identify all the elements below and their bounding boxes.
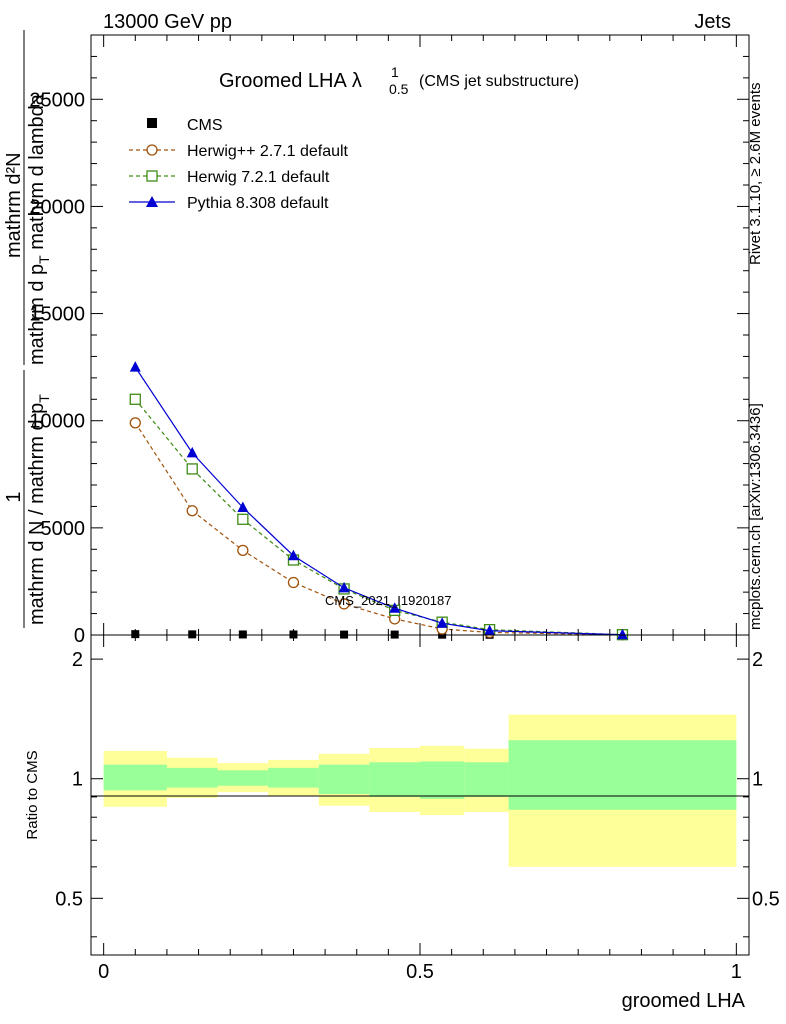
herwig7-point (237, 513, 249, 525)
pythia-point (616, 628, 628, 640)
ratio-ytick-label-left: 1 (72, 769, 83, 791)
ratio-ticks (91, 635, 749, 955)
ratio-tick-labels: 0.5 0.5 1 1 2 2 0 0.5 1 (55, 649, 780, 983)
main-ytick-labels: 0 5000 10000 15000 20000 25000 (29, 89, 85, 647)
main-ytick-label: 10000 (29, 411, 85, 433)
header-left: 13000 GeV pp (103, 11, 232, 33)
legend-marker-cms (147, 118, 157, 128)
ratio-ytick-label-right: 1 (752, 769, 763, 791)
title-subscript: 0.5 (389, 81, 409, 97)
main-ytick-label: 25000 (29, 89, 85, 111)
legend: CMS Herwig++ 2.7.1 default Herwig 7.2.1 … (129, 117, 349, 212)
ylabel-denominator: mathrm d N / mathrm d pT (26, 394, 52, 625)
ratio-inner-band (217, 770, 269, 786)
rivet-version-label: Rivet 3.1.10, ≥ 2.6M events (747, 83, 764, 266)
main-ytick-label: 15000 (29, 304, 85, 326)
title-superscript: 1 (391, 64, 399, 80)
cms-point (238, 630, 247, 639)
legend-label-pythia: Pythia 8.308 default (187, 195, 329, 212)
pythia-point (287, 549, 299, 561)
ylabel-fraction-one: 1 (3, 491, 25, 502)
ratio-inner-band (268, 767, 319, 788)
mcplots-label: mcplots.cern.ch [arXiv:1306.3436] (747, 403, 764, 630)
ratio-ytick-label-left: 0.5 (55, 888, 83, 910)
pythia-point (436, 617, 448, 628)
legend-marker-pythia (146, 196, 158, 207)
legend-label-herwig7: Herwig 7.2.1 default (187, 169, 330, 186)
xtick-label: 0.5 (406, 961, 434, 983)
ratio-inner-band (464, 762, 509, 797)
legend-label-cms: CMS (187, 117, 223, 134)
analysis-watermark: CMS_2021_I1920187 (325, 593, 452, 608)
legend-label-herwig-pp: Herwig++ 2.7.1 default (187, 143, 349, 160)
ratio-inner-band (318, 764, 370, 795)
series-line-2 (134, 398, 623, 636)
ratio-inner-band (508, 740, 737, 810)
ratio-inner-band (420, 761, 465, 799)
main-ytick-label: 20000 (29, 196, 85, 218)
xtick-label: 1 (731, 961, 742, 983)
ratio-bands (103, 714, 737, 867)
pythia-point (129, 361, 141, 372)
plot-title: Groomed LHA λ (219, 70, 362, 92)
ratio-inner-band (369, 762, 420, 797)
ylabel-denominator2: mathrm d pT mathrm d lambda (26, 93, 52, 365)
legend-marker-herwig7 (146, 170, 158, 182)
main-ytick-label: 0 (74, 625, 85, 647)
main-ytick-label: 5000 (41, 518, 86, 540)
main-ylabel: 1 mathrm d N / mathrm d pT mathrm d²N ma… (3, 30, 52, 628)
herwig-pp-point (129, 417, 141, 429)
ylabel-numerator2: mathrm d²N (3, 152, 25, 258)
pythia-point (338, 581, 350, 593)
title-note: (CMS jet substructure) (419, 73, 579, 90)
main-panel: 0 5000 10000 15000 20000 25000 Groomed LHA λ 1… (29, 34, 750, 647)
legend-marker-herwig-pp (146, 144, 158, 156)
xtick-label: 0 (98, 961, 109, 983)
pythia-point (186, 446, 198, 458)
cms-point (188, 630, 197, 639)
header-right: Jets (694, 11, 731, 33)
main-plot-marks (129, 361, 629, 641)
herwig7-point (186, 463, 198, 475)
main-ticks (91, 34, 749, 636)
ratio-ytick-label-right: 0.5 (752, 888, 780, 910)
herwig7-point (129, 393, 141, 405)
herwig-pp-point (287, 576, 300, 589)
ratio-ytick-label-left: 2 (72, 649, 83, 671)
ratio-ylabel: Ratio to CMS (24, 750, 41, 839)
ratio-panel: 0.5 0.5 1 1 2 2 0 0.5 1 Ratio to CMS groomed LHA (24, 634, 780, 1012)
pythia-point (237, 501, 249, 512)
ratio-inner-band (166, 767, 218, 788)
herwig-pp-point (237, 544, 249, 557)
ratio-inner-band (103, 764, 167, 791)
x-axis-label: groomed LHA (622, 990, 746, 1012)
ratio-ytick-label-right: 2 (752, 649, 763, 671)
herwig-pp-point (186, 505, 198, 517)
herwig-pp-point (338, 598, 350, 610)
pythia-point (484, 624, 496, 636)
pythia-point (389, 602, 401, 613)
